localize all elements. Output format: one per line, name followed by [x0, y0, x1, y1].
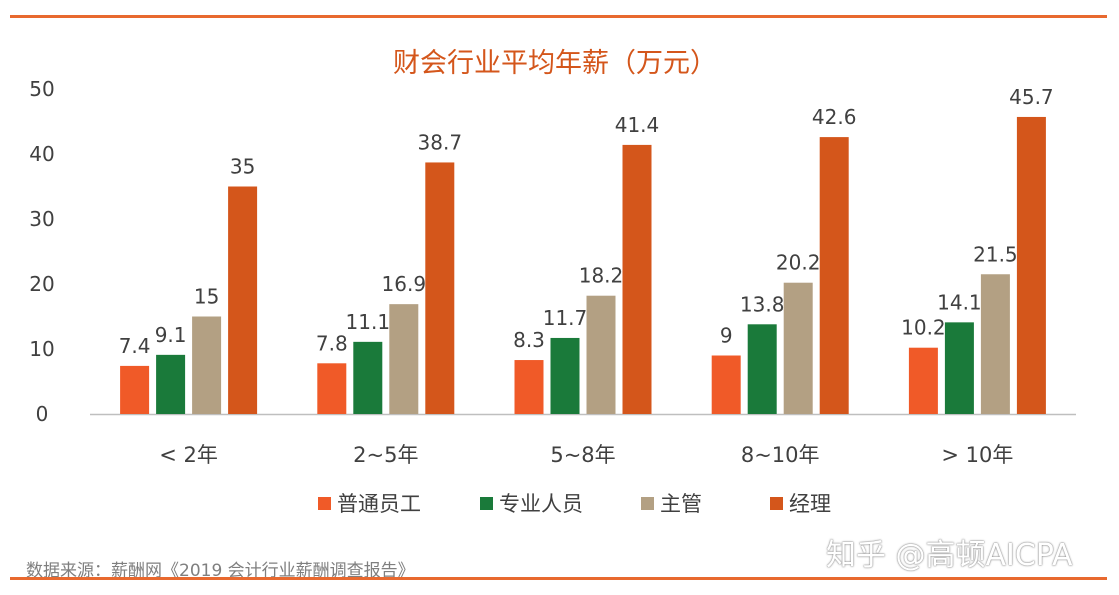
data-label: 9.1 — [155, 323, 187, 347]
legend-label: 普通员工 — [337, 492, 421, 516]
legend-label: 主管 — [660, 492, 702, 516]
x-tick-label: > 10年 — [941, 443, 1013, 467]
data-label: 41.4 — [615, 113, 660, 137]
bar — [317, 363, 347, 414]
data-label: 15 — [194, 285, 219, 309]
data-label: 10.2 — [901, 316, 946, 340]
data-source-note: 数据来源：薪酬网《2019 会计行业薪酬调查报告》 — [26, 561, 415, 581]
y-axis: 0 10 20 30 40 50 — [29, 77, 54, 426]
top-rule — [10, 15, 1107, 18]
legend-label: 专业人员 — [499, 492, 583, 516]
bar — [783, 282, 813, 414]
bar — [980, 274, 1010, 414]
x-tick-label: 8~10年 — [741, 443, 820, 467]
bar — [747, 324, 777, 414]
bar — [425, 162, 455, 414]
data-label: 45.7 — [1009, 85, 1054, 109]
legend-label: 经理 — [789, 492, 831, 516]
data-label: 18.2 — [579, 264, 624, 288]
data-label: 9 — [720, 324, 733, 348]
bar — [711, 355, 741, 414]
bar — [353, 341, 383, 414]
data-label: 14.1 — [937, 290, 982, 314]
legend-swatch — [318, 497, 331, 510]
x-axis: < 2年 2~5年 5~8年 8~10年 > 10年 — [90, 413, 1076, 467]
legend-swatch — [770, 497, 783, 510]
data-label: 11.1 — [346, 310, 391, 334]
legend-swatch — [480, 497, 493, 510]
data-label: 13.8 — [740, 292, 785, 316]
bar — [192, 316, 222, 414]
bar — [622, 144, 652, 414]
bar — [120, 365, 150, 414]
data-label: 35 — [230, 155, 255, 179]
y-tick-label: 50 — [29, 77, 54, 101]
bar — [908, 347, 938, 414]
data-label: 11.7 — [543, 306, 588, 330]
bottom-rule — [10, 577, 1107, 580]
data-label: 38.7 — [418, 130, 463, 154]
y-tick-label: 10 — [29, 337, 54, 361]
bar — [819, 137, 849, 414]
bar — [550, 337, 580, 414]
chart-title: 财会行业平均年薪（万元） — [393, 48, 717, 79]
y-tick-label: 40 — [29, 142, 54, 166]
watermark: 知乎 @高顿AICPA — [826, 538, 1073, 573]
x-tick-label: 5~8年 — [550, 443, 615, 467]
legend-swatch — [641, 497, 654, 510]
bar — [389, 304, 419, 414]
bar — [514, 360, 544, 414]
bar — [586, 295, 616, 414]
data-label: 20.2 — [776, 251, 821, 275]
bar — [228, 186, 258, 414]
data-label: 21.5 — [973, 242, 1018, 266]
legend: 普通员工 专业人员 主管 经理 — [318, 492, 831, 516]
bars — [120, 116, 1046, 414]
data-label: 42.6 — [812, 105, 857, 129]
x-tick-label: < 2年 — [159, 443, 218, 467]
bar — [156, 354, 186, 414]
y-tick-label: 0 — [36, 402, 49, 426]
data-label: 7.8 — [316, 331, 348, 355]
y-tick-label: 30 — [29, 207, 54, 231]
value-labels: 7.4 9.1 15 35 7.811.1 16.9 38.7 8.311.7 18.2 41.4… — [119, 85, 1054, 358]
data-label: 8.3 — [513, 328, 545, 352]
y-tick-label: 20 — [29, 272, 54, 296]
bar — [944, 322, 974, 414]
data-label: 7.4 — [119, 334, 151, 358]
bar — [1016, 116, 1046, 414]
data-label: 16.9 — [382, 272, 427, 296]
x-tick-label: 2~5年 — [353, 443, 418, 467]
